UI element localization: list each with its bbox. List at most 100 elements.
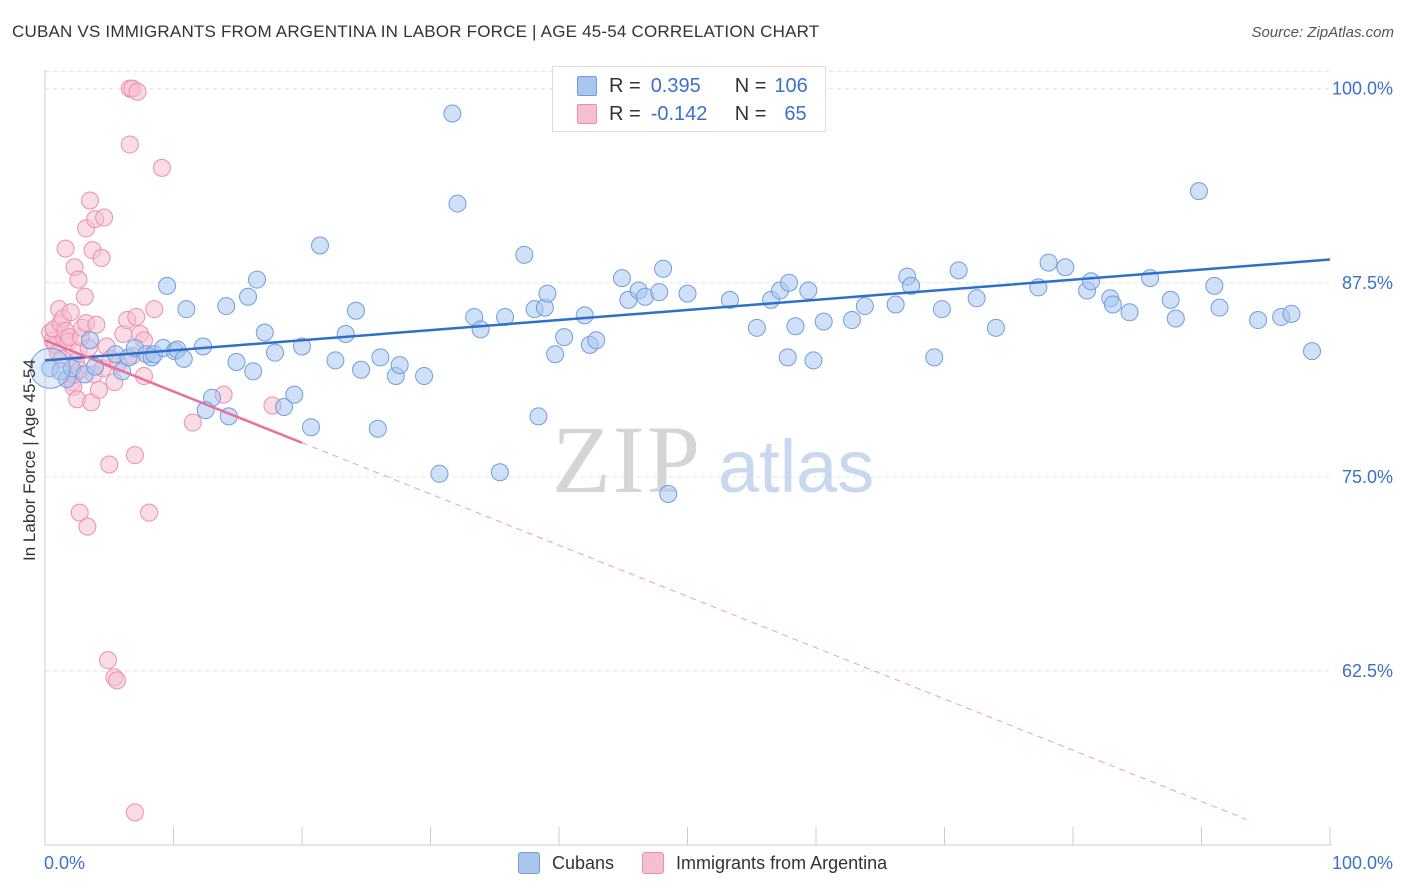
cuban-point: [1303, 342, 1322, 361]
cuban-point: [1161, 290, 1180, 309]
legend-r-value: 0.395: [650, 74, 701, 97]
cuban-point: [415, 366, 434, 385]
legend-label-argentina: Immigrants from Argentina: [676, 852, 888, 873]
cuban-point: [158, 276, 177, 295]
legend-n-value: 106: [774, 74, 808, 97]
legend-item-argentina[interactable]: Immigrants from Argentina: [642, 852, 887, 874]
cuban-point: [650, 283, 669, 302]
legend-label-cubans: Cubans: [552, 852, 615, 873]
y-tick-label: 87.5%: [1342, 273, 1393, 293]
argentina-point: [183, 413, 202, 432]
legend-swatch-argentina: [577, 104, 597, 124]
cuban-point: [555, 328, 574, 347]
argentina-point: [89, 380, 108, 399]
cubans-trend-line: [44, 258, 1331, 362]
cuban-point: [1120, 303, 1139, 322]
legend-row-argentina: R = -0.142 N = 65: [577, 101, 807, 127]
series-legend: Cubans Immigrants from Argentina: [518, 852, 915, 874]
legend-n-value: 65: [784, 102, 807, 125]
cuban-point: [546, 345, 565, 364]
source-label: Source: ZipAtlas.com: [1251, 24, 1394, 41]
argentina-point: [127, 307, 146, 326]
cuban-point: [1282, 304, 1301, 323]
argentina-point: [70, 503, 89, 522]
argentina-trend-extension: [301, 442, 1247, 820]
cuban-point: [587, 331, 606, 350]
argentina-point: [128, 82, 147, 101]
cuban-point: [490, 463, 509, 482]
legend-row-cubans: R = 0.395 N = 106: [577, 73, 808, 99]
legend-n-key: N =: [734, 74, 767, 97]
cuban-point: [390, 356, 409, 375]
trend-lines: [44, 258, 1331, 820]
watermark-zip: ZIP: [552, 406, 702, 513]
cuban-point: [266, 343, 285, 362]
legend-swatch-cubans: [577, 76, 597, 96]
argentina-point: [78, 517, 97, 536]
cuban-point: [1166, 309, 1185, 328]
argentina-point: [152, 158, 171, 177]
x-tick-label: 0.0%: [44, 853, 85, 873]
cuban-point: [255, 323, 274, 342]
cuban-point: [352, 360, 371, 379]
cuban-point: [174, 349, 193, 368]
argentina-point: [140, 503, 159, 522]
cuban-point: [371, 348, 390, 367]
argentina-point: [61, 303, 80, 322]
cuban-point: [799, 281, 818, 300]
argentina-point: [92, 248, 111, 267]
cuban-point: [529, 407, 548, 426]
cuban-point: [1039, 253, 1058, 272]
cuban-point: [227, 352, 246, 371]
series-argentina-points: [41, 79, 282, 822]
cuban-point: [301, 418, 320, 437]
cuban-point: [326, 351, 345, 370]
cuban-point: [612, 269, 631, 288]
argentina-point: [75, 287, 94, 306]
argentina-point: [87, 315, 106, 334]
cuban-point: [678, 284, 697, 303]
cuban-point: [967, 289, 986, 308]
argentina-point: [125, 446, 144, 465]
y-tick-label: 62.5%: [1342, 661, 1393, 681]
cuban-point: [902, 276, 921, 295]
cuban-point: [855, 297, 874, 316]
cuban-point: [471, 320, 490, 339]
cuban-point: [368, 419, 387, 438]
cuban-point: [654, 259, 673, 278]
y-tick-label: 75.0%: [1342, 467, 1393, 487]
cuban-point: [177, 300, 196, 319]
chart-title: CUBAN VS IMMIGRANTS FROM ARGENTINA IN LA…: [12, 22, 820, 41]
cuban-point: [310, 236, 329, 255]
cuban-point: [932, 300, 951, 319]
cuban-point: [248, 270, 267, 289]
cuban-point: [239, 287, 258, 306]
cuban-point: [1189, 182, 1208, 201]
tick-labels: 100.0% 87.5% 75.0% 62.5% 0.0% 100.0%: [44, 79, 1393, 873]
cuban-point: [275, 398, 294, 417]
legend-r-key: R =: [609, 102, 641, 125]
cuban-point: [804, 351, 823, 370]
y-axis-label: In Labor Force | Age 45-54: [20, 359, 39, 561]
legend-swatch-argentina: [642, 852, 665, 874]
cuban-point: [430, 464, 449, 483]
argentina-point: [100, 455, 119, 474]
cuban-point: [336, 325, 355, 344]
cuban-point: [986, 318, 1005, 337]
cuban-point: [244, 362, 263, 381]
grid-lines: [45, 71, 1330, 672]
cuban-point: [1103, 295, 1122, 314]
cuban-point: [1249, 311, 1268, 330]
legend-swatch-cubans: [518, 852, 540, 874]
cuban-point: [217, 297, 236, 316]
cuban-point: [443, 104, 462, 123]
cuban-point: [1210, 298, 1229, 317]
legend-item-cubans[interactable]: Cubans: [518, 852, 614, 874]
cuban-point: [780, 273, 799, 292]
argentina-point: [107, 671, 126, 690]
cuban-point: [747, 318, 766, 337]
cuban-point: [886, 295, 905, 314]
cuban-point: [293, 337, 311, 356]
cuban-point: [80, 331, 99, 350]
correlation-legend: R = 0.395 N = 106 R = -0.142 N = 65: [552, 66, 826, 132]
